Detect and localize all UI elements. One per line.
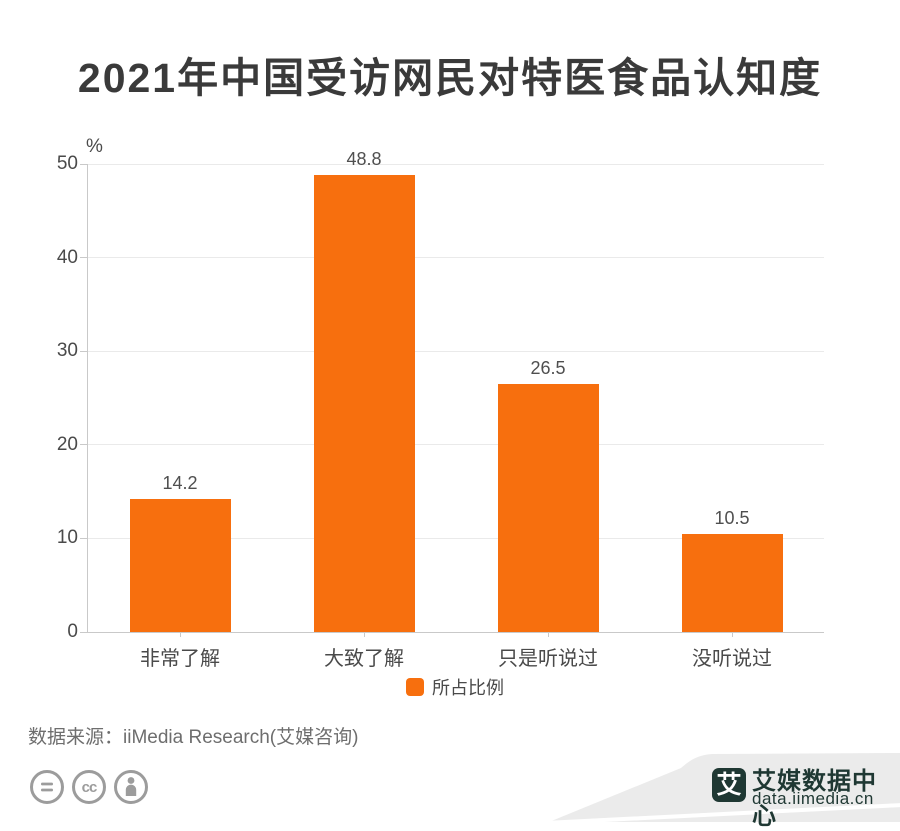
gridline: [88, 350, 824, 352]
plot-area: % 0 10 20 30 40 50 14.2 非常了解 48.8 大致了解 26.5 只是听说过 10…: [57, 136, 824, 670]
chart-title: 2021年中国受访网民对特医食品认知度: [77, 55, 823, 101]
license-icons: cc: [28, 768, 150, 806]
bar: [313, 175, 415, 632]
y-axis-tick: [80, 631, 87, 633]
y-axis-label: 10: [56, 527, 78, 549]
y-axis-tick: [80, 350, 87, 352]
y-axis-unit-label: %: [86, 136, 103, 157]
attribution-person-icon: [112, 768, 150, 806]
legend-swatch: [406, 678, 424, 696]
legend-label: 所占比例: [432, 678, 504, 698]
bar-value-label: 26.5: [530, 357, 566, 378]
x-axis-label: 大致了解: [324, 648, 404, 670]
gridline: [88, 444, 824, 446]
x-axis-tick: [732, 632, 733, 637]
y-axis-tick: [80, 257, 87, 259]
svg-text:cc: cc: [82, 779, 97, 796]
equals-icon: [28, 768, 66, 806]
y-axis-label: 40: [56, 246, 78, 268]
x-axis-label: 没听说过: [692, 648, 772, 670]
x-axis-tick: [180, 632, 181, 637]
data-source-text: 数据来源：iiMedia Research(艾媒咨询): [28, 727, 359, 748]
x-axis-label: 只是听说过: [498, 648, 598, 670]
gridline: [88, 257, 824, 259]
y-axis-label: 50: [56, 153, 78, 174]
brand-logo-icon: 艾: [712, 768, 746, 802]
y-axis-label: 20: [56, 433, 78, 455]
brand-logo-url: data.iimedia.cn: [752, 789, 874, 808]
y-axis-tick: [80, 537, 87, 539]
bar-value-label: 14.2: [162, 473, 198, 494]
y-axis-label: 30: [56, 340, 78, 362]
legend: 所占比例: [87, 676, 823, 698]
x-axis-label: 非常了解: [140, 648, 220, 670]
x-axis-tick: [548, 632, 549, 637]
y-axis-label: 0: [67, 621, 78, 642]
bar-value-label: 48.8: [346, 149, 382, 170]
y-axis-tick: [80, 163, 87, 165]
x-axis-tick: [364, 632, 365, 637]
bar: [497, 383, 599, 632]
gridline: [88, 537, 824, 539]
bar-value-label: 10.5: [714, 507, 750, 528]
gridline: [88, 163, 824, 165]
cc-icon: cc: [70, 768, 108, 806]
bar: [681, 533, 783, 632]
bar: [129, 499, 231, 632]
y-axis-tick: [80, 444, 87, 446]
